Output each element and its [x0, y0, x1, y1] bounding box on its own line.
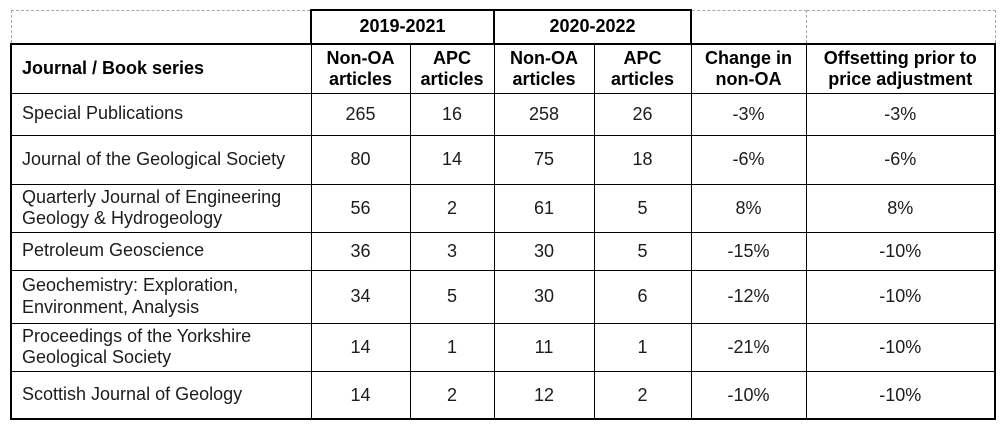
change-non-oa-cell: -6% — [690, 134, 807, 185]
period-header-2020-2022: 2020-2022 — [493, 9, 692, 45]
non-oa-2019-2021-cell: 80 — [310, 134, 411, 185]
journal-apc-table: 2019-2021 2020-2022 Journal / Book serie… — [10, 9, 996, 421]
apc-2019-2021-cell: 3 — [409, 231, 495, 271]
table-row: Quarterly Journal of Engineering Geology… — [10, 183, 996, 233]
table-row: Petroleum Geoscience 36 3 30 5 -15% -10% — [10, 231, 996, 271]
change-non-oa-cell: 8% — [690, 183, 807, 233]
apc-2019-2021-cell: 16 — [409, 92, 495, 136]
table-row: Special Publications 265 16 258 26 -3% -… — [10, 92, 996, 136]
non-oa-2020-2022-cell: 75 — [493, 134, 595, 185]
table-row: Journal of the Geological Society 80 14 … — [10, 134, 996, 185]
apc-2019-2021-cell: 1 — [409, 322, 495, 372]
non-oa-2020-2022-cell: 61 — [493, 183, 595, 233]
ghost-cell-above-offsetting — [805, 9, 996, 44]
column-header-apc-2019-2021: APC articles — [409, 43, 495, 94]
column-header-row: Journal / Book series Non-OA articles AP… — [10, 43, 996, 94]
journal-name-cell: Special Publications — [10, 92, 312, 136]
offsetting-cell: -10% — [805, 370, 996, 421]
apc-2020-2022-cell: 5 — [593, 183, 692, 233]
non-oa-2020-2022-cell: 11 — [493, 322, 595, 372]
apc-2019-2021-cell: 2 — [409, 370, 495, 421]
change-non-oa-cell: -21% — [690, 322, 807, 372]
journal-name-cell: Scottish Journal of Geology — [10, 370, 312, 421]
column-header-apc-2020-2022: APC articles — [593, 43, 692, 94]
column-header-non-oa-2019-2021: Non-OA articles — [310, 43, 411, 94]
table-row: Geochemistry: Exploration, Environment, … — [10, 269, 996, 324]
apc-2019-2021-cell: 5 — [409, 269, 495, 324]
journal-name-cell: Proceedings of the Yorkshire Geological … — [10, 322, 312, 372]
change-non-oa-cell: -10% — [690, 370, 807, 421]
apc-2020-2022-cell: 1 — [593, 322, 692, 372]
non-oa-2020-2022-cell: 30 — [493, 231, 595, 271]
column-header-offsetting: Offsetting prior to price adjustment — [805, 43, 996, 94]
change-non-oa-cell: -3% — [690, 92, 807, 136]
non-oa-2020-2022-cell: 258 — [493, 92, 595, 136]
column-header-non-oa-2020-2022: Non-OA articles — [493, 43, 595, 94]
column-header-journal: Journal / Book series — [10, 43, 312, 94]
offsetting-cell: -6% — [805, 134, 996, 185]
journal-apc-table-container: 2019-2021 2020-2022 Journal / Book serie… — [10, 9, 996, 421]
period-group-header-row: 2019-2021 2020-2022 — [10, 9, 996, 45]
apc-2020-2022-cell: 5 — [593, 231, 692, 271]
change-non-oa-cell: -15% — [690, 231, 807, 271]
offsetting-cell: -10% — [805, 322, 996, 372]
apc-2020-2022-cell: 6 — [593, 269, 692, 324]
non-oa-2020-2022-cell: 30 — [493, 269, 595, 324]
apc-2019-2021-cell: 2 — [409, 183, 495, 233]
offsetting-cell: -10% — [805, 269, 996, 324]
journal-name-cell: Petroleum Geoscience — [10, 231, 312, 271]
non-oa-2019-2021-cell: 14 — [310, 370, 411, 421]
change-non-oa-cell: -12% — [690, 269, 807, 324]
ghost-cell-top-left — [10, 9, 311, 44]
journal-name-cell: Geochemistry: Exploration, Environment, … — [10, 269, 312, 324]
non-oa-2019-2021-cell: 34 — [310, 269, 411, 324]
non-oa-2020-2022-cell: 12 — [493, 370, 595, 421]
non-oa-2019-2021-cell: 265 — [310, 92, 411, 136]
non-oa-2019-2021-cell: 14 — [310, 322, 411, 372]
offsetting-cell: -3% — [805, 92, 996, 136]
apc-2019-2021-cell: 14 — [409, 134, 495, 185]
non-oa-2019-2021-cell: 56 — [310, 183, 411, 233]
apc-2020-2022-cell: 18 — [593, 134, 692, 185]
apc-2020-2022-cell: 2 — [593, 370, 692, 421]
offsetting-cell: -10% — [805, 231, 996, 271]
non-oa-2019-2021-cell: 36 — [310, 231, 411, 271]
period-header-2019-2021: 2019-2021 — [310, 9, 495, 45]
column-header-change-non-oa: Change in non-OA — [690, 43, 807, 94]
table-row: Scottish Journal of Geology 14 2 12 2 -1… — [10, 370, 996, 421]
apc-2020-2022-cell: 26 — [593, 92, 692, 136]
table-row: Proceedings of the Yorkshire Geological … — [10, 322, 996, 372]
offsetting-cell: 8% — [805, 183, 996, 233]
journal-name-cell: Quarterly Journal of Engineering Geology… — [10, 183, 312, 233]
ghost-cell-above-change — [691, 9, 807, 44]
journal-name-cell: Journal of the Geological Society — [10, 134, 312, 185]
